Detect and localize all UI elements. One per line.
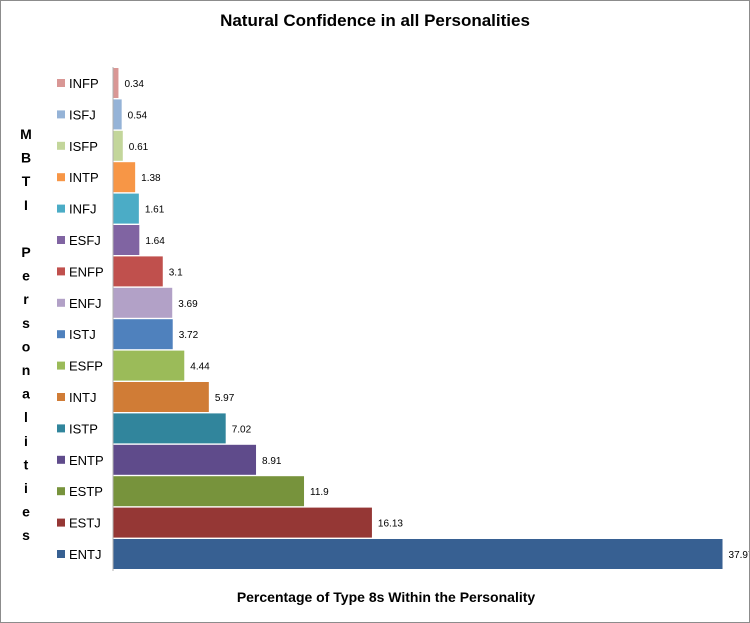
x-axis-label: Percentage of Type 8s Within the Persona… (237, 589, 536, 605)
data-label-estj: 16.13 (378, 519, 403, 530)
bar-entp (113, 444, 257, 475)
legend-entry-enfj: ENFJ (69, 296, 102, 311)
bar-enfj (113, 287, 173, 318)
legend-swatch-infj (57, 204, 65, 213)
data-label-istj: 3.72 (179, 330, 199, 341)
data-label-enfp: 3.1 (169, 267, 183, 278)
legend-swatch-estj (57, 518, 65, 527)
legend-swatch-entp (57, 455, 65, 464)
data-label-estp: 11.9 (310, 487, 329, 498)
legend-entry-entp: ENTP (69, 453, 104, 468)
bar-estj (113, 507, 372, 538)
data-label-intp: 1.38 (141, 173, 161, 184)
bar-isfj (113, 99, 122, 130)
bar-esfj (113, 225, 140, 255)
legend-entry-esfj: ESFJ (69, 233, 101, 248)
bar-estp (113, 476, 305, 507)
data-label-intj: 5.97 (215, 393, 235, 404)
legend-swatch-enfj (57, 298, 65, 307)
legend-entry-infp: INFP (69, 76, 99, 91)
bar-infj (113, 193, 139, 224)
legend-swatch-infp (57, 79, 65, 87)
legend-swatch-esfp (57, 361, 65, 370)
data-labels: 0.34 0.54 0.61 1.38 1.61 1.64 3.1 3.69 3.72 4.44 5… (124, 79, 749, 561)
bar-esfp (113, 350, 185, 381)
legend-swatch-entj (57, 550, 65, 558)
legend-entry-istp: ISTP (69, 421, 98, 436)
data-label-entj: 37.97 (729, 550, 749, 561)
data-label-istp: 7.02 (232, 424, 252, 435)
data-label-enfj: 3.69 (178, 299, 198, 310)
legend-entry-istj: ISTJ (69, 327, 96, 342)
legend-entry-entj: ENTJ (69, 547, 102, 562)
legend-swatch-esfj (57, 236, 65, 244)
bar-istp (113, 413, 226, 444)
legend-swatch-estp (57, 487, 65, 496)
legend-entry-isfj: ISFJ (69, 107, 96, 122)
legend-entry-intp: INTP (69, 170, 99, 185)
bar-intp (113, 162, 136, 193)
legend-swatch-istj (57, 330, 65, 339)
data-label-entp: 8.91 (262, 456, 282, 467)
legend-swatch-isfj (57, 110, 65, 119)
data-label-isfp: 0.61 (129, 142, 149, 153)
legend-swatch-istp (57, 424, 65, 433)
legend-swatch-intj (57, 393, 65, 401)
data-label-infp: 0.34 (124, 79, 144, 90)
legend-entry-enfp: ENFP (69, 264, 104, 279)
bars (113, 68, 723, 569)
legend-entry-isfp: ISFP (69, 139, 98, 154)
legend-swatch-isfp (57, 141, 65, 150)
data-label-esfj: 1.64 (145, 236, 165, 247)
legend-entry-estj: ESTJ (69, 516, 101, 531)
legend: INFP ISFJ ISFP INTP INFJ ESFJ ENFP ENFJ ISTJ ESFP… (57, 76, 104, 562)
bar-infp (113, 68, 119, 98)
legend-entry-intj: INTJ (69, 390, 96, 405)
legend-swatch-enfp (57, 267, 65, 276)
bar-istj (113, 319, 173, 350)
bar-intj (113, 382, 209, 412)
bar-entj (113, 539, 723, 569)
data-label-infj: 1.61 (145, 205, 165, 216)
chart-title: Natural Confidence in all Personalities (220, 11, 530, 30)
legend-entry-infj: INFJ (69, 202, 96, 217)
data-label-isfj: 0.54 (128, 110, 148, 121)
data-label-esfp: 4.44 (190, 362, 210, 373)
bar-isfp (113, 130, 123, 161)
legend-entry-esfp: ESFP (69, 359, 103, 374)
legend-entry-estp: ESTP (69, 484, 103, 499)
bar-enfp (113, 256, 163, 287)
legend-swatch-intp (57, 173, 65, 182)
